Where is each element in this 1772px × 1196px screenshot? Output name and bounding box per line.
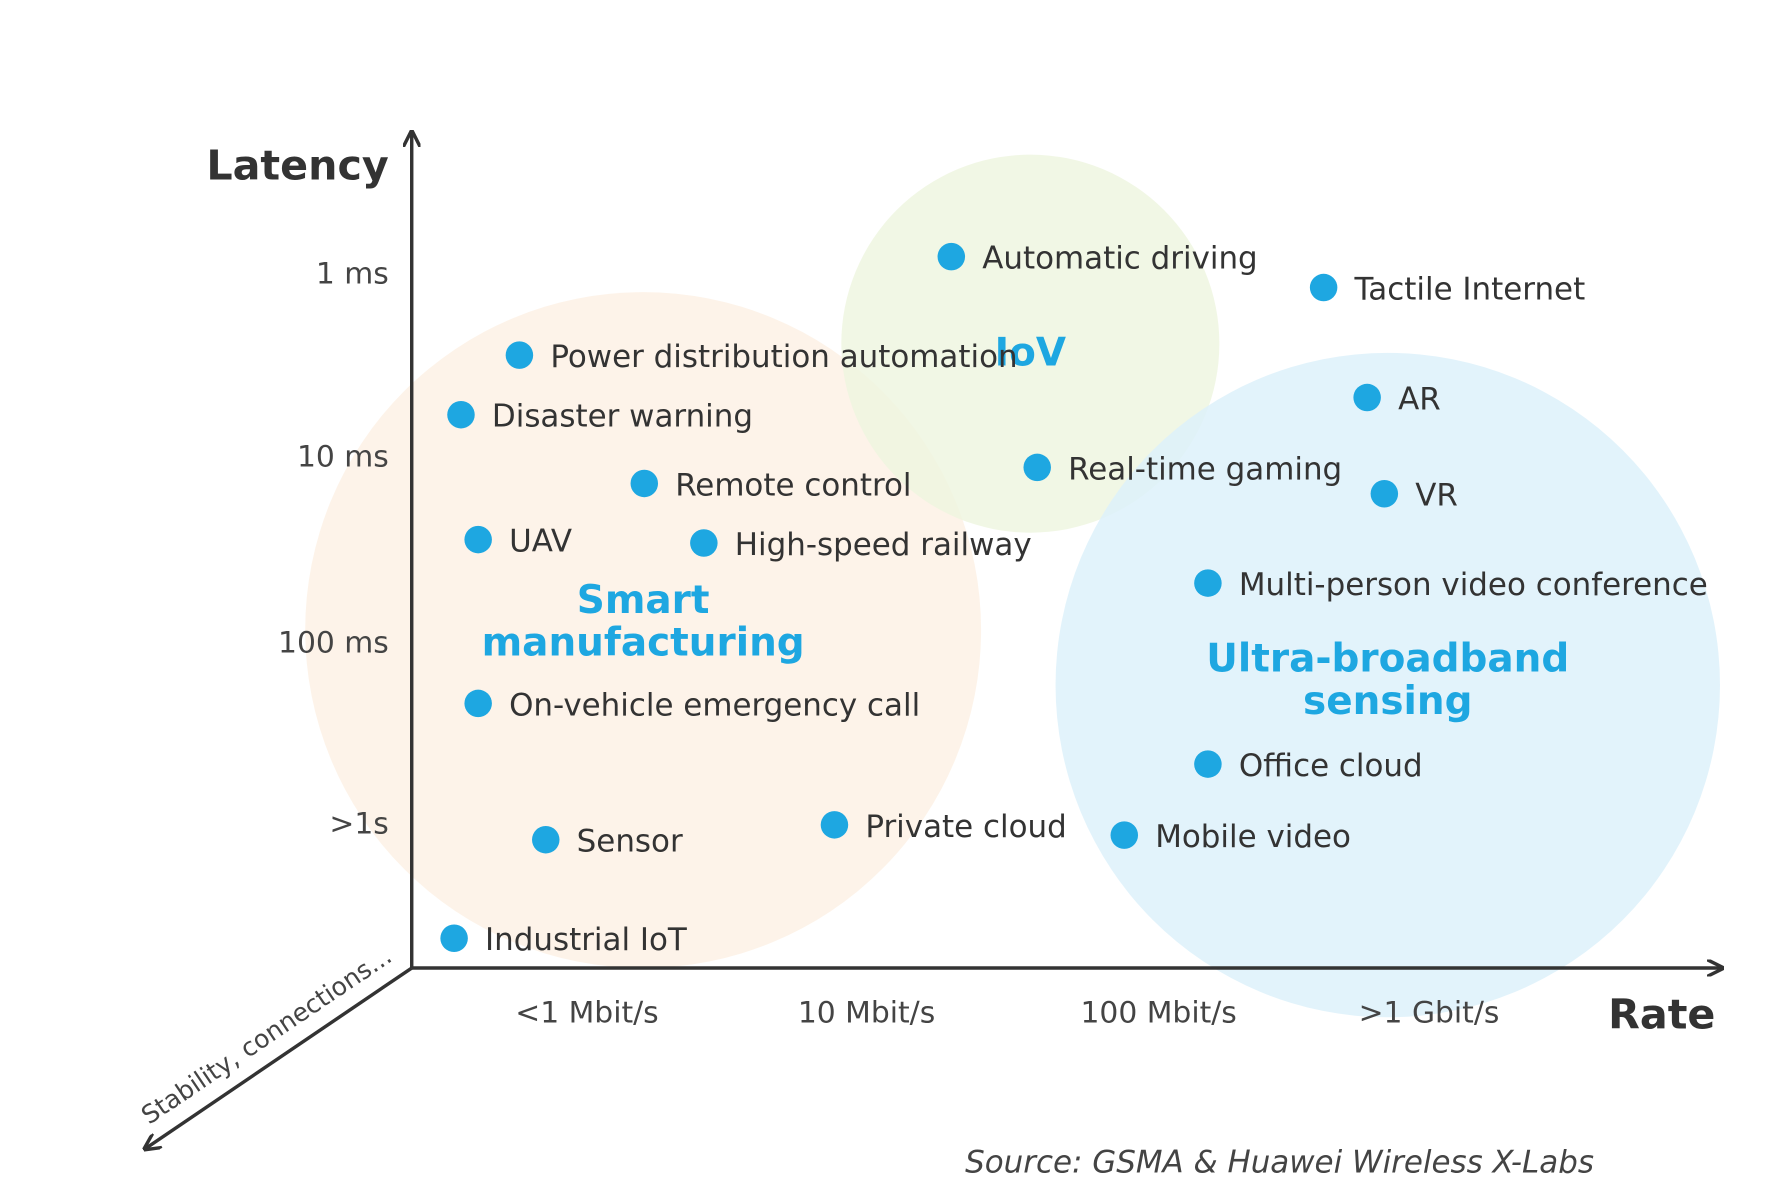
application-dot (690, 529, 718, 557)
group-label: Ultra-broadband (1206, 637, 1569, 682)
application-label: Industrial IoT (485, 922, 687, 958)
z-axis-title: Stability, connections... (136, 941, 397, 1130)
group-area (841, 154, 1220, 533)
application-label: VR (1415, 478, 1458, 514)
application-dot (1309, 273, 1338, 302)
group-label: manufacturing (482, 620, 805, 665)
application-dot (820, 811, 849, 839)
application-label: Remote control (675, 467, 911, 503)
application-dot (464, 525, 492, 554)
application-dot (464, 689, 492, 718)
x-level: >1 Gbit/s (1359, 995, 1500, 1030)
application-dot (447, 400, 475, 429)
group-area (1055, 352, 1720, 1018)
x-level: 10 Mbit/s (798, 995, 935, 1030)
y-level: >1s (329, 806, 388, 841)
y-axis-title: Latency (206, 141, 389, 189)
application-label: UAV (509, 524, 572, 560)
group-area (305, 292, 982, 969)
application-dot (1023, 453, 1051, 482)
application-label: Office cloud (1239, 748, 1423, 784)
y-level: 10 ms (297, 440, 389, 475)
group-label: IoV (995, 331, 1066, 376)
application-label: Real-time gaming (1068, 451, 1342, 487)
group-label: sensing (1303, 679, 1472, 724)
x-level: <1 Mbit/s (515, 995, 658, 1030)
application-label: Sensor (577, 824, 683, 860)
application-dot (1370, 480, 1399, 508)
application-dot (1353, 383, 1381, 412)
application-label: Private cloud (865, 809, 1066, 845)
y-level: 100 ms (278, 625, 389, 660)
source: Source: GSMA & Huawei Wireless X-Labs (965, 1144, 1594, 1180)
application-dot (630, 469, 659, 498)
application-label: High-speed railway (735, 527, 1032, 563)
application-label: Mobile video (1155, 819, 1351, 855)
application-label: Tactile Internet (1354, 271, 1586, 307)
application-label: On-vehicle emergency call (509, 687, 920, 723)
application-dot (1194, 750, 1222, 778)
z-axis (145, 966, 413, 1149)
x-axis-title: Rate (1608, 990, 1715, 1038)
application-dot (1194, 569, 1222, 597)
application-dot (1110, 821, 1139, 849)
application-label: Multi-person video conference (1239, 567, 1708, 603)
application-dot (505, 341, 534, 369)
x-level: 100 Mbit/s (1080, 995, 1236, 1030)
application-label: AR (1398, 381, 1441, 417)
y-level: 1 ms (316, 256, 389, 291)
application-label: Automatic driving (982, 241, 1257, 277)
group-label: Smart (577, 578, 710, 623)
application-label: Disaster warning (492, 399, 753, 435)
application-label: Power distribution automation (550, 339, 1017, 375)
application-dot (440, 924, 468, 952)
application-dot (532, 825, 560, 854)
application-dot (937, 242, 966, 271)
